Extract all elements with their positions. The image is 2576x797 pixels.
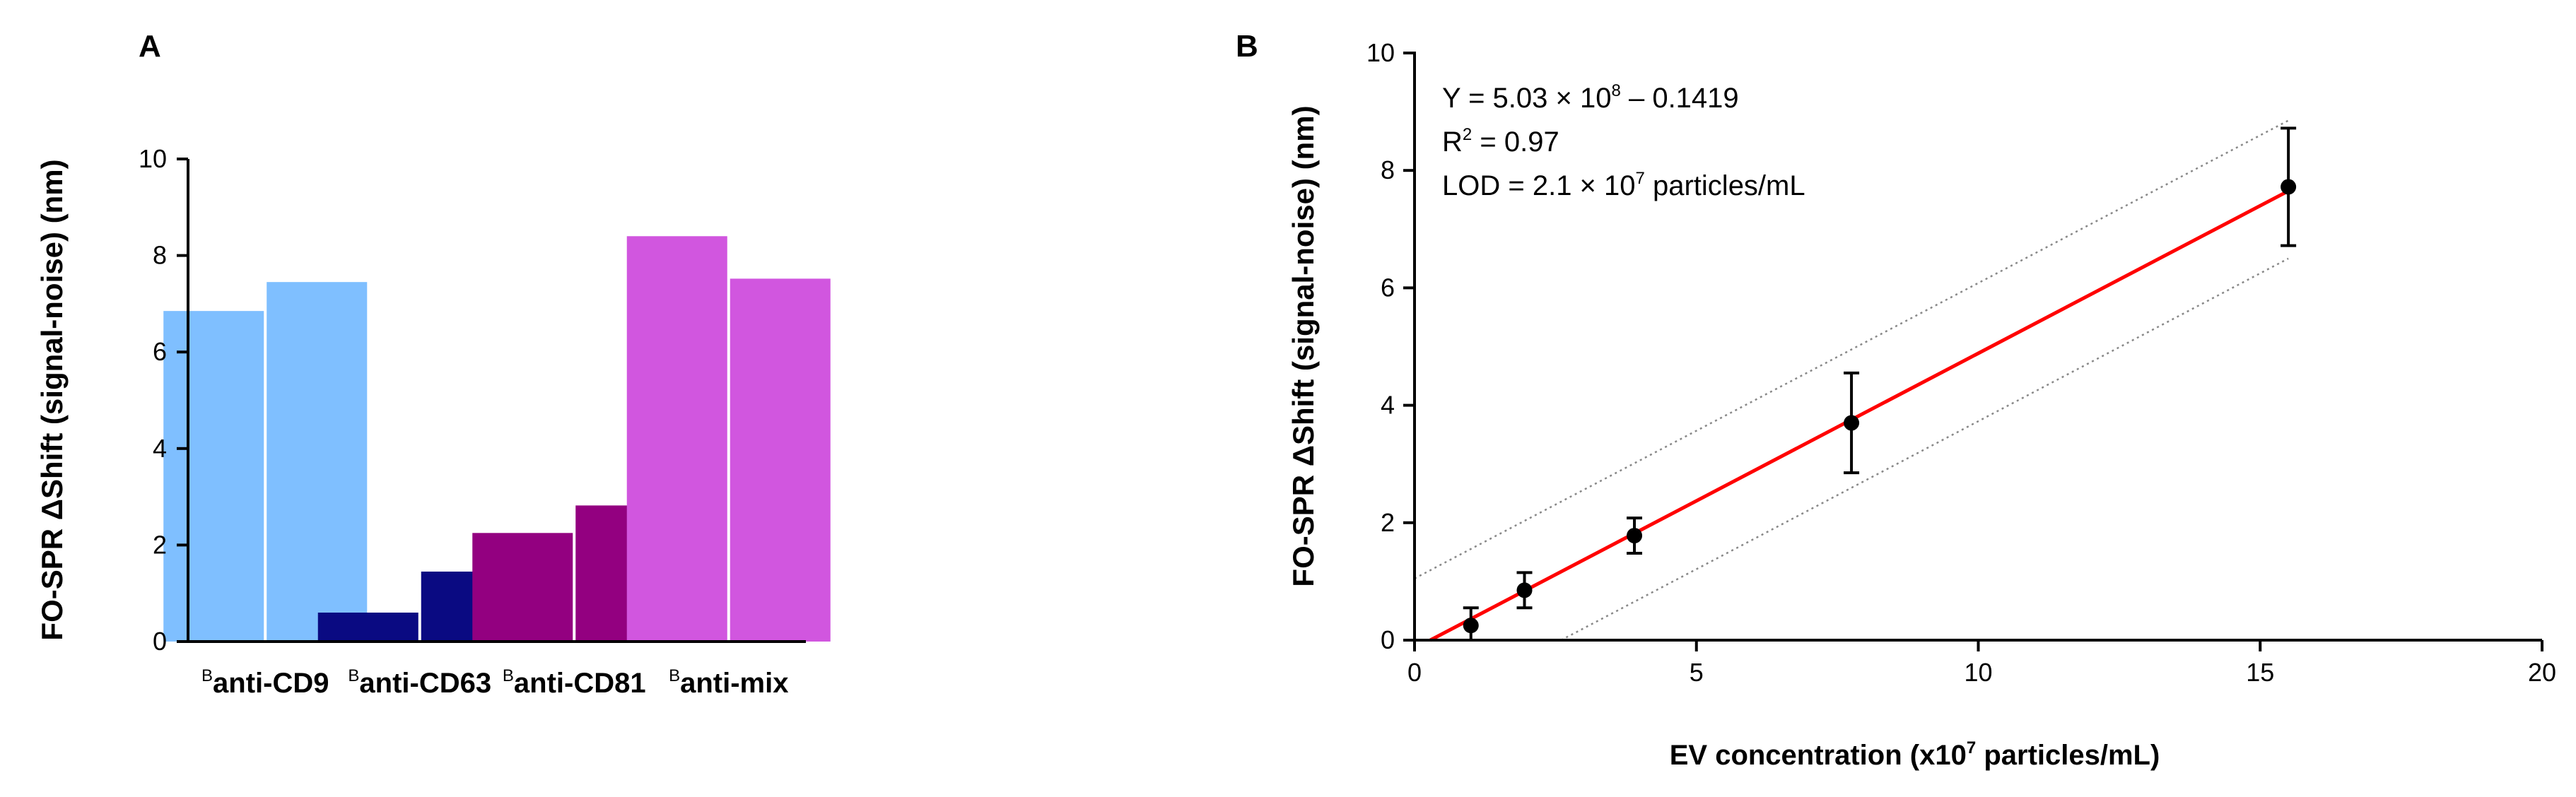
annotation-text: Y = 5.03 × 10	[1442, 83, 1611, 114]
panel-a-y-tick-label: 10	[139, 144, 167, 173]
panel-b-y-axis-label: FO-SPR ΔShift (signal-noise) (nm)	[1287, 105, 1320, 586]
panel-b-y-tick-label: 0	[1381, 625, 1395, 654]
bar-chart-panel-a: FO-SPR ΔShift (signal-noise) (nm) Banti-…	[35, 144, 831, 699]
scatter-chart-panel-b: FO-SPR ΔShift (signal-noise) (nm) 0 2 4 6 8 1…	[1287, 38, 2556, 771]
annotation-line-1: Y = 5.03 × 108 – 0.1419	[1442, 81, 1739, 114]
data-point-1	[1463, 618, 1479, 634]
panel-b-confidence-band-lower	[1560, 257, 2289, 642]
annotation-exponent: 2	[1463, 125, 1472, 144]
panel-b-confidence-band-upper	[1414, 119, 2289, 579]
panel-b-plot	[1414, 119, 2297, 642]
category-label-anti-CD63: Banti-CD63	[348, 666, 491, 699]
panel-a-y-axis-label: FO-SPR ΔShift (signal-noise) (nm)	[35, 159, 69, 640]
x-label-exponent: 7	[1967, 738, 1976, 757]
panel-b-letter: B	[1236, 29, 1258, 64]
annotation-line-3: LOD = 2.1 × 107 particles/mL	[1442, 169, 1805, 201]
panel-b-x-axis-label: EV concentration (x107 particles/mL)	[1670, 738, 2160, 771]
panel-b-x-tick-label: 5	[1690, 658, 1704, 687]
panel-b-y-tick-label: 10	[1366, 38, 1395, 67]
panel-b-x-tick-label: 10	[1964, 658, 1992, 687]
panel-b-y-tick-label: 4	[1381, 391, 1395, 420]
data-point-2	[1516, 582, 1533, 598]
annotation-text-tail: – 0.1419	[1621, 83, 1739, 114]
data-point-5	[2281, 179, 2297, 195]
annotation-text-tail: particles/mL	[1645, 170, 1805, 201]
panel-a-y-tick-label: 4	[153, 434, 167, 463]
panel-b-x-tick-label: 20	[2528, 658, 2556, 687]
panel-a-bars: Banti-CD9 Banti-CD63 Banti-CD81 Banti-mix	[163, 236, 831, 699]
annotation-line-2: R2 = 0.97	[1442, 125, 1559, 158]
data-point-3	[1627, 528, 1643, 544]
category-prefix: B	[669, 666, 680, 685]
panel-b-regression-line	[1429, 189, 2290, 642]
panel-a-axes: 0 2 4 6 8 10	[139, 144, 806, 656]
panel-b-regression-annotation: Y = 5.03 × 108 – 0.1419 R2 = 0.97 LOD = 2.…	[1442, 81, 1805, 201]
panel-a-y-tick-label: 0	[153, 627, 167, 656]
panel-a-letter: A	[139, 29, 161, 64]
panel-a-y-tick-label: 6	[153, 337, 167, 366]
panel-b-x-tick-label: 0	[1407, 658, 1422, 687]
category-label-anti-CD81: Banti-CD81	[503, 666, 646, 699]
category-prefix: B	[503, 666, 514, 685]
annotation-text-tail: = 0.97	[1472, 126, 1559, 158]
panel-b-y-tick-label: 2	[1381, 508, 1395, 537]
panel-a-y-tick-label: 2	[153, 530, 167, 559]
annotation-exponent: 7	[1636, 169, 1645, 188]
bar-anti-CD63-rep1	[317, 613, 418, 642]
data-point-4	[1844, 415, 1860, 431]
x-label-units: particles/mL)	[1976, 740, 2160, 771]
bar-anti-CD9-rep1	[163, 311, 264, 642]
category-name: anti-CD9	[213, 668, 329, 699]
panel-b-x-tick-label: 15	[2246, 658, 2274, 687]
bar-anti-CD81-rep1	[472, 533, 573, 642]
annotation-exponent: 8	[1611, 81, 1620, 100]
panel-b-y-tick-label: 8	[1381, 155, 1395, 184]
category-prefix: B	[348, 666, 359, 685]
panel-b-axes: 0 2 4 6 8 10 0 5 10 15 20	[1366, 38, 2556, 687]
category-name: anti-mix	[680, 668, 788, 699]
panel-b-y-tick-label: 6	[1381, 273, 1395, 302]
bar-anti-CD9-rep2	[267, 282, 368, 642]
bar-anti-mix-rep1	[626, 236, 727, 642]
category-prefix: B	[201, 666, 213, 685]
panel-a-y-tick-label: 8	[153, 241, 167, 270]
annotation-text: LOD = 2.1 × 10	[1442, 170, 1636, 201]
category-label-anti-CD9: Banti-CD9	[201, 666, 329, 699]
category-name: anti-CD63	[359, 668, 491, 699]
bar-anti-mix-rep2	[730, 278, 831, 642]
x-label-main: EV concentration (x10	[1670, 740, 1967, 771]
category-name: anti-CD81	[514, 668, 646, 699]
category-label-anti-mix: Banti-mix	[669, 666, 788, 699]
annotation-text: R	[1442, 126, 1463, 158]
